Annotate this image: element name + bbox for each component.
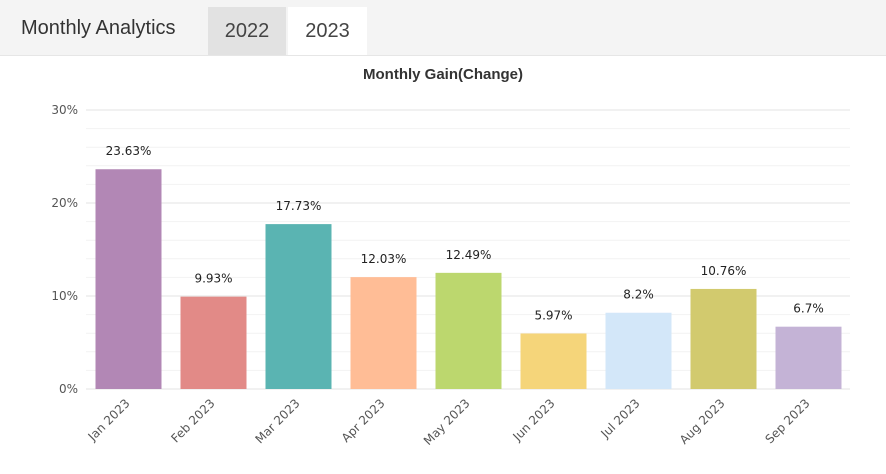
bar bbox=[265, 224, 332, 389]
bar bbox=[350, 277, 417, 389]
chart-title: Monthly Gain(Change) bbox=[363, 66, 523, 83]
y-tick-label: 10% bbox=[51, 289, 78, 303]
x-tick-label: Jun 2023 bbox=[509, 396, 557, 444]
x-tick-label: Jul 2023 bbox=[597, 396, 642, 441]
x-tick-label: Mar 2023 bbox=[252, 396, 302, 446]
x-tick-label: Apr 2023 bbox=[339, 396, 388, 445]
bar bbox=[775, 326, 842, 389]
data-label: 9.93% bbox=[194, 272, 232, 286]
data-label: 8.2% bbox=[623, 288, 654, 302]
bar bbox=[95, 169, 162, 389]
y-tick-label: 30% bbox=[51, 103, 78, 117]
tab-2022[interactable]: 2022 bbox=[208, 7, 286, 55]
x-tick-label: May 2023 bbox=[421, 396, 473, 448]
x-tick-label: Jan 2023 bbox=[85, 396, 133, 444]
tab-2023[interactable]: 2023 bbox=[288, 7, 367, 55]
page-title: Monthly Analytics bbox=[21, 17, 176, 39]
y-tick-label: 0% bbox=[59, 382, 78, 396]
header-bar: Monthly Analytics 2022 2023 bbox=[0, 0, 886, 56]
data-label: 12.03% bbox=[361, 252, 407, 266]
y-tick-label: 20% bbox=[51, 196, 78, 210]
bar bbox=[690, 288, 757, 389]
bar bbox=[180, 296, 247, 389]
data-label: 23.63% bbox=[106, 144, 152, 158]
data-label: 6.7% bbox=[793, 302, 824, 316]
bar bbox=[520, 333, 587, 389]
data-label: 5.97% bbox=[534, 308, 572, 322]
data-label: 10.76% bbox=[701, 264, 747, 278]
bar bbox=[435, 272, 502, 389]
data-label: 12.49% bbox=[446, 248, 492, 262]
x-tick-label: Feb 2023 bbox=[168, 396, 217, 445]
x-tick-label: Aug 2023 bbox=[677, 396, 728, 447]
bar bbox=[605, 312, 672, 389]
data-label: 17.73% bbox=[276, 199, 322, 213]
x-tick-label: Sep 2023 bbox=[762, 396, 812, 446]
